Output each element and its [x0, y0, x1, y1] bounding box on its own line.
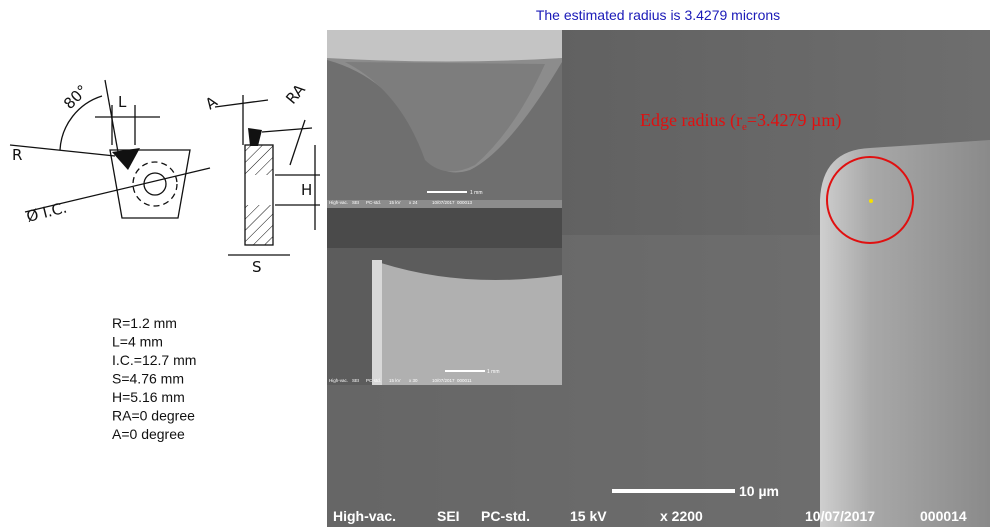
info-item: SEI — [437, 508, 460, 524]
ic-leader — [24, 167, 211, 213]
inset-scale-label: 1 mm — [487, 369, 500, 375]
inscribed-circle — [132, 161, 178, 207]
inset-info-item: 10/07/2017 — [432, 378, 455, 383]
spec-line: I.C.=12.7 mm — [112, 352, 196, 368]
inset-top — [327, 30, 562, 62]
info-bar: High-vac. SEI PC-std. 15 kV x 2200 10/07/2017… — [333, 508, 967, 524]
center-dot — [869, 199, 873, 203]
inset-info-item: 10/07/2017 — [432, 200, 455, 205]
insert-top-view — [109, 149, 191, 219]
inset-info-item: 000013 — [457, 200, 473, 205]
inset-info-item: PC-std. — [366, 200, 381, 205]
hole — [143, 172, 167, 196]
spec-line: R=1.2 mm — [112, 315, 177, 331]
ic-label: Ø I.C. — [25, 198, 69, 225]
inset-info-bar: High-vac. SEI PC-std. 15 kV x 24 10/07/2017 00… — [329, 200, 473, 205]
inset-groove — [327, 60, 562, 200]
scale-label: 10 µm — [739, 483, 779, 499]
side-nose — [248, 128, 262, 146]
radius-circle — [826, 156, 914, 244]
a-label: A — [202, 92, 221, 113]
label-subscript: e — [742, 121, 747, 133]
inset-info-bar: High-vac. SEI PC-std. 15 kV x 30 10/07/2017 00… — [329, 378, 472, 383]
info-item: 15 kV — [570, 508, 607, 524]
inset-info-item: SEI — [352, 378, 359, 383]
spec-line: A=0 degree — [112, 426, 185, 442]
inset-top — [327, 208, 562, 248]
spec-line: L=4 mm — [112, 334, 163, 350]
info-item: 000014 — [920, 508, 967, 524]
specs: R=1.2 mm L=4 mm I.C.=12.7 mm S=4.76 mm H=5.1… — [112, 315, 196, 442]
inset-info-item: High-vac. — [329, 200, 348, 205]
scale-bar — [612, 489, 735, 493]
inset-info-item: x 30 — [409, 378, 418, 383]
inset-scale-bar — [445, 370, 485, 372]
inset-scale-bar — [427, 191, 467, 193]
spec-line: H=5.16 mm — [112, 389, 185, 405]
l-label: L — [118, 93, 127, 111]
s-label: S — [252, 258, 262, 276]
inset-v — [345, 62, 545, 172]
ra-line — [261, 127, 313, 133]
inset-edge — [372, 260, 382, 385]
inset-info-item: 15 kV — [389, 378, 401, 383]
h-label: H — [301, 181, 312, 199]
ra-label: RA — [282, 80, 309, 108]
info-item: PC-std. — [481, 508, 530, 524]
info-item: High-vac. — [333, 508, 396, 524]
inset-scale-label: 1 mm — [470, 190, 483, 196]
angle-arc — [59, 95, 103, 151]
ra-arc — [289, 119, 306, 166]
hatch — [245, 145, 273, 175]
label-text: Edge radius (r — [640, 110, 742, 131]
inset-info-item: High-vac. — [329, 378, 348, 383]
a-arc — [214, 99, 269, 108]
spec-line: RA=0 degree — [112, 408, 195, 424]
inset: 1 mm High-vac. SEI PC-std. 15 kV x 24 10/07/2… — [327, 30, 562, 208]
inset-info-item: PC-std. — [366, 378, 381, 383]
inset-info-item: x 24 — [409, 200, 418, 205]
title: The estimated radius is 3.4279 microns — [536, 7, 780, 23]
r-label: R — [12, 146, 22, 164]
r-leader — [9, 144, 116, 157]
inset-info-item: SEI — [352, 200, 359, 205]
spec-line: S=4.76 mm — [112, 371, 184, 387]
info-item: x 2200 — [660, 508, 703, 524]
inset: 1 mm High-vac. SEI PC-std. 15 kV x 30 10/07/2… — [327, 208, 562, 385]
inset-info-item: 000011 — [457, 378, 472, 383]
tool-edge — [820, 140, 990, 527]
nose — [112, 148, 140, 170]
label-text: =3.4279 µm) — [747, 110, 842, 131]
angle-label: 80° — [60, 81, 92, 113]
insert-drawing: 80° L R Ø I.C. A RA H S — [9, 79, 320, 276]
inset-tool — [372, 260, 562, 385]
inset-info-item: 15 kV — [389, 200, 401, 205]
info-item: 10/07/2017 — [805, 508, 875, 524]
edge-radius-label: Edge radius (re=3.4279 µm) — [640, 110, 841, 133]
hatch — [245, 205, 273, 245]
